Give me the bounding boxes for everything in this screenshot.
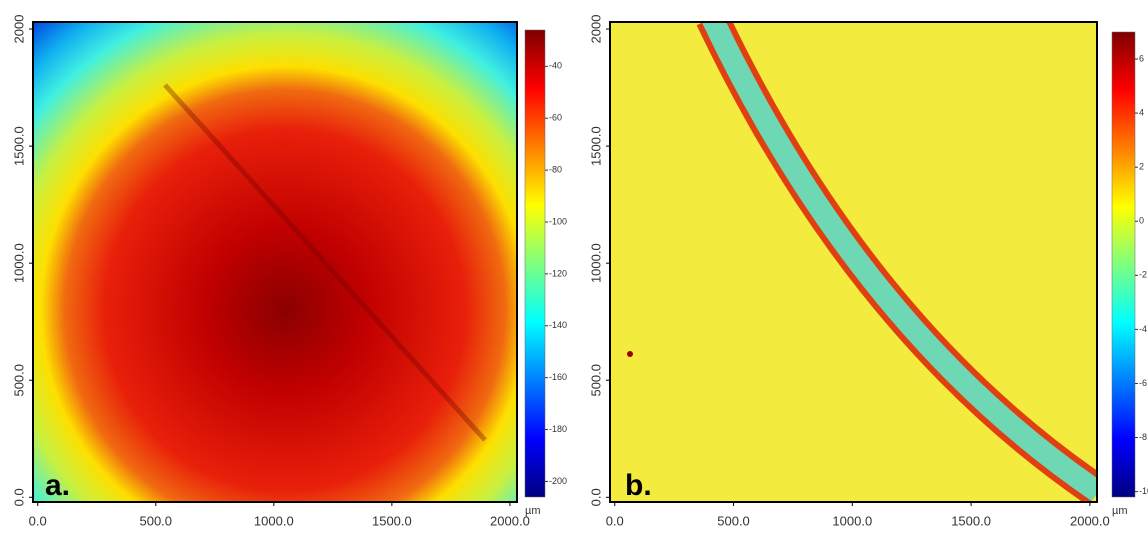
height-map-b <box>610 22 1097 502</box>
x-tick-label: 2000.0 <box>1070 513 1110 528</box>
y-tick-label: 0.0 <box>588 488 603 506</box>
y-tick-label: 500.0 <box>588 364 603 397</box>
colorbar-tick-label: 4 <box>1139 107 1144 117</box>
colorbar-tick-label: -100 <box>549 216 567 226</box>
colorbar-tick-label: 6 <box>1139 53 1144 63</box>
x-tick-label: 1000.0 <box>254 513 294 528</box>
y-tick-label: 1500.0 <box>11 126 26 166</box>
colorbar-tick-label: -10 <box>1139 486 1148 496</box>
colorbar-tick-label: 2 <box>1139 162 1144 172</box>
y-tick-label: 1000.0 <box>11 243 26 283</box>
colorbar-tick-label: -6 <box>1139 378 1147 388</box>
colorbar-tick-label: -200 <box>549 476 567 486</box>
y-tick-label: 0.0 <box>11 488 26 506</box>
plot-frame <box>32 21 518 503</box>
x-tick-label: 1500.0 <box>372 513 412 528</box>
x-tick-label: 0.0 <box>29 513 47 528</box>
colorbar: 6 4 2 0 -2 -4 -6 -8 -10 µm <box>1111 31 1148 517</box>
colorbar-tick-label: -180 <box>549 424 567 434</box>
y-tick-label: 2000 <box>588 15 603 44</box>
plot-frame <box>609 21 1098 503</box>
colorbar-scale <box>1111 31 1136 498</box>
colorbar-scale <box>524 29 546 498</box>
panel-label: b. <box>625 469 652 502</box>
colorbar-tick-label: -2 <box>1139 270 1147 280</box>
y-tick-label: 1000.0 <box>588 243 603 283</box>
colorbar-unit: µm <box>525 505 541 517</box>
panel-label: a. <box>45 469 70 502</box>
colorbar-unit: µm <box>1112 505 1128 517</box>
colorbar-tick-label: -120 <box>549 268 567 278</box>
height-map-a <box>33 22 517 502</box>
y-tick-label: 500.0 <box>11 364 26 397</box>
x-tick-label: 1000.0 <box>832 513 872 528</box>
y-tick-label: 1500.0 <box>588 126 603 166</box>
colorbar-tick-label: -160 <box>549 372 567 382</box>
x-tick-label: 0.0 <box>606 513 624 528</box>
x-tick-label: 2000.0 <box>490 513 530 528</box>
colorbar-tick-label: -40 <box>549 61 562 71</box>
colorbar-tick-label: -8 <box>1139 432 1147 442</box>
y-tick-label: 2000 <box>11 15 26 44</box>
x-tick-label: 500.0 <box>139 513 172 528</box>
colorbar-tick-label: -60 <box>549 113 562 123</box>
colorbar-tick-label: -4 <box>1139 324 1147 334</box>
colorbar-tick-label: -140 <box>549 320 567 330</box>
colorbar-tick-label: -80 <box>549 164 562 174</box>
colorbar: -40 -60 -80 -100 -120 -140 -160 -180 -200 µm <box>524 29 567 517</box>
colorbar-tick-label: 0 <box>1139 216 1144 226</box>
x-tick-label: 500.0 <box>717 513 750 528</box>
x-tick-label: 1500.0 <box>951 513 991 528</box>
